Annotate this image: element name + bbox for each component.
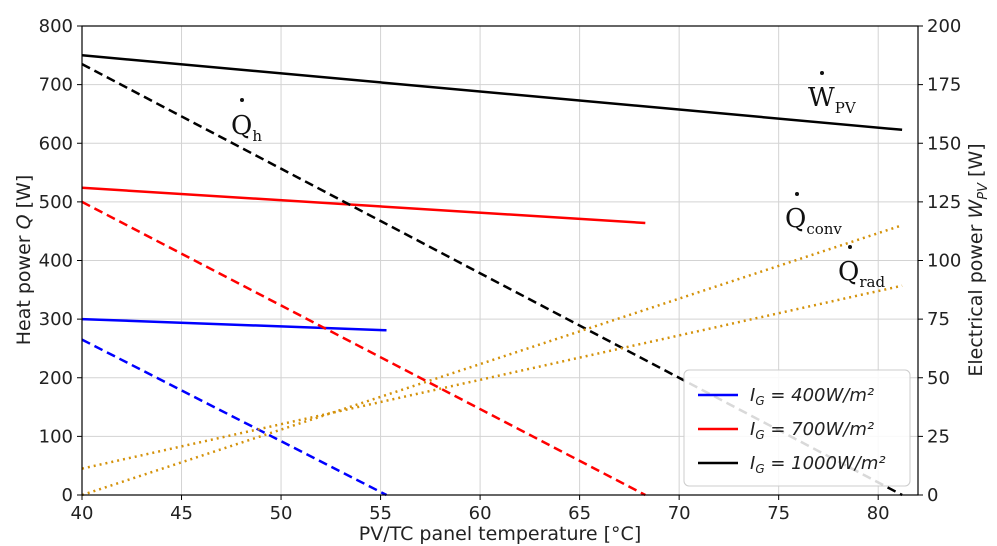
annotation-q-h: Qh [231, 98, 262, 145]
annotation-q-rad-dot [848, 245, 852, 249]
annotation-w-pv: WPV [808, 71, 857, 117]
y-right-tick-label-5: 125 [927, 192, 961, 213]
y-right-tick-label-4: 100 [927, 251, 961, 272]
y-left-tick-label-0: 0 [62, 485, 73, 506]
y-left-tick-label-3: 300 [39, 309, 73, 330]
legend-entry-1000: IG = 1000W/m² [698, 453, 886, 476]
x-tick-label-3: 55 [369, 503, 392, 524]
y-left-tick-label-8: 800 [39, 16, 73, 37]
series-q-h-400 [81, 338, 388, 497]
annotation-q-rad: Qrad [838, 245, 885, 291]
annotation-w-pv-sub: PV [835, 99, 857, 117]
series-q-rad-all [81, 284, 903, 470]
x-tick-label-8: 80 [867, 503, 890, 524]
y-left-tick-label-1: 100 [39, 426, 73, 447]
x-tick-label-4: 60 [469, 503, 492, 524]
svg-text:Qh: Qh [231, 111, 262, 145]
y-left-tick-label-7: 700 [39, 75, 73, 96]
annotation-q-rad-main: Q [838, 257, 859, 287]
x-tick-label-6: 70 [668, 503, 691, 524]
x-tick-label-7: 75 [767, 503, 790, 524]
y-right-tick-label-3: 75 [927, 309, 950, 330]
annotation-w-pv-dot [820, 71, 824, 75]
series-q-h-700 [81, 200, 646, 497]
series-w-pv-700 [81, 186, 646, 225]
y-right-tick-label-8: 200 [927, 16, 961, 37]
y-left-tick-label-6: 600 [39, 133, 73, 154]
annotation-w-pv-main: W [808, 83, 835, 113]
annotation-q-rad-sub: rad [859, 273, 885, 291]
annotation-q-conv-dot [795, 192, 799, 196]
annotation-q-h-sub: h [252, 127, 262, 145]
svg-text:Qconv: Qconv [785, 204, 842, 238]
annotation-q-h-main: Q [231, 111, 252, 141]
y-right-tick-label-0: 0 [927, 485, 938, 506]
annotation-q-conv-main: Q [785, 204, 806, 234]
legend-box [683, 369, 911, 487]
y-right-tick-label-7: 175 [927, 75, 961, 96]
y-right-tick-label-2: 50 [927, 368, 950, 389]
series-w-pv-400 [81, 317, 387, 332]
y-axis-label-left: Heat power Q [W] [13, 175, 35, 346]
svg-text:IG = 400W/m²: IG = 400W/m² [750, 385, 874, 408]
svg-text:IG = 1000W/m²: IG = 1000W/m² [750, 453, 886, 476]
series-w-pv-1000 [81, 54, 903, 132]
y-left-tick-label-4: 400 [39, 251, 73, 272]
legend-entry-700: IG = 700W/m² [698, 419, 874, 442]
x-axis-label: PV/TC panel temperature [°C] [359, 523, 641, 545]
y-axis-label-right: Electrical power WPV [W] [965, 143, 991, 376]
x-tick-label-1: 45 [170, 503, 193, 524]
axis-ticks: 40 45 50 55 60 65 70 75 800100200300400500600700… [39, 16, 962, 524]
y-right-tick-label-1: 25 [927, 426, 950, 447]
legend: IG = 400W/m² IG = 700W/m² IG = 1000W/m² [683, 369, 911, 487]
x-tick-label-5: 65 [568, 503, 591, 524]
y-left-tick-label-5: 500 [39, 192, 73, 213]
y-right-tick-label-6: 150 [927, 133, 961, 154]
annotation-q-h-dot [240, 98, 244, 102]
annotation-q-conv: Qconv [785, 192, 842, 238]
svg-text:Qrad: Qrad [838, 257, 885, 291]
x-tick-label-2: 50 [270, 503, 293, 524]
svg-text:WPV: WPV [808, 83, 857, 117]
annotation-q-conv-sub: conv [806, 220, 842, 238]
legend-entry-400: IG = 400W/m² [698, 385, 874, 408]
svg-text:IG = 700W/m²: IG = 700W/m² [750, 419, 874, 442]
x-tick-label-0: 40 [71, 503, 94, 524]
y-left-tick-label-2: 200 [39, 368, 73, 389]
